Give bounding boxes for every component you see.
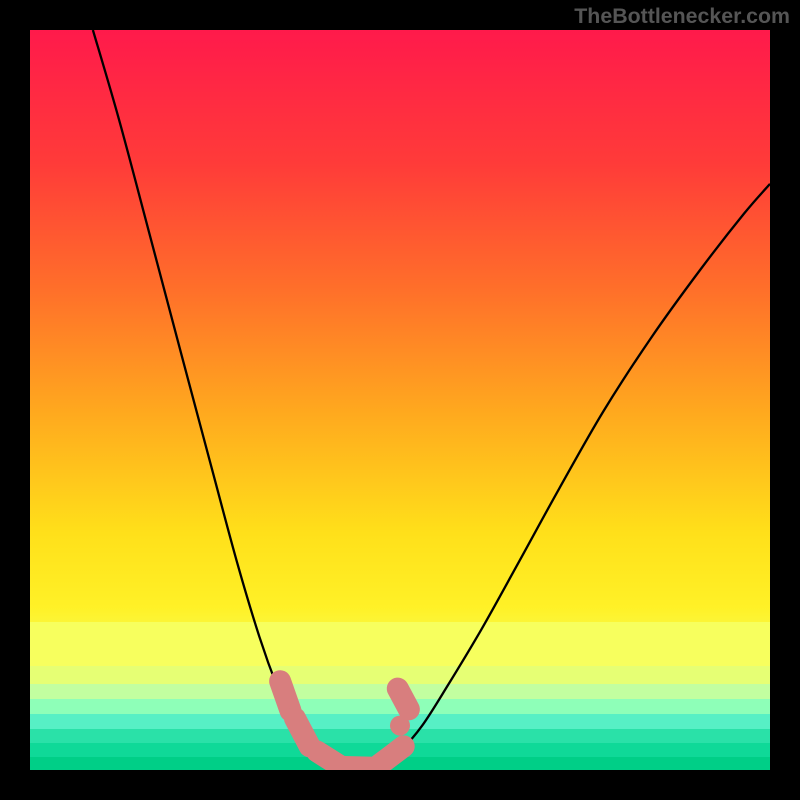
marker-dot	[390, 716, 410, 736]
marker-pill	[280, 681, 290, 711]
watermark-text: TheBottlenecker.com	[574, 4, 790, 29]
plot-area	[30, 30, 770, 770]
curve-layer	[30, 30, 770, 770]
chart-frame: TheBottlenecker.com	[0, 0, 800, 800]
bottleneck-curve	[93, 30, 770, 769]
marker-pill	[379, 746, 403, 765]
marker-pill	[295, 718, 310, 746]
marker-pill	[398, 689, 409, 710]
